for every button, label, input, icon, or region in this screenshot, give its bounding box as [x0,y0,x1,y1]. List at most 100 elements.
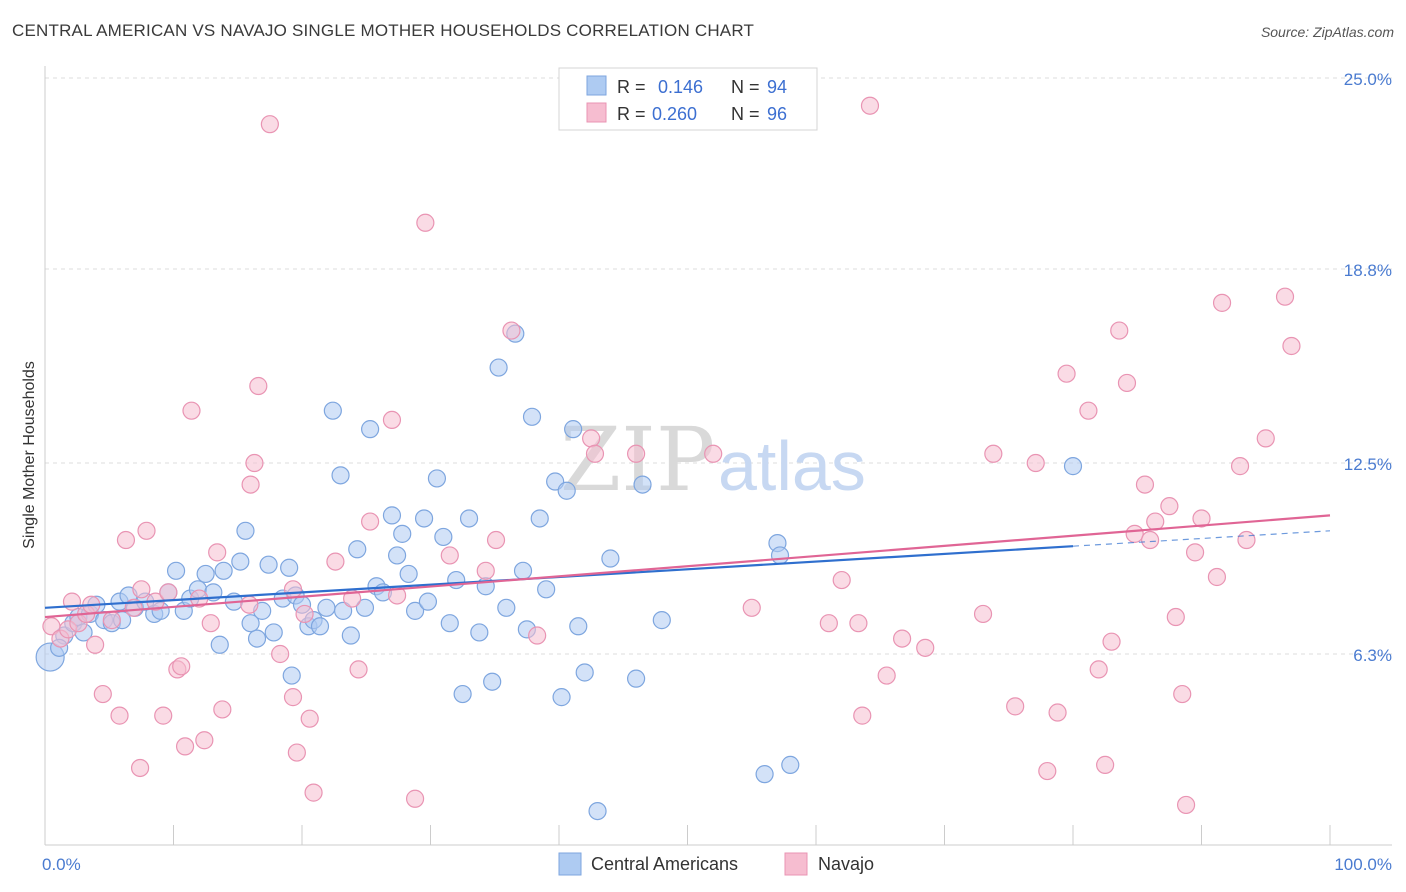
point-navajo [1089,660,1108,679]
point-central-americans [569,617,588,636]
point-navajo [1160,497,1179,516]
point-navajo [195,731,214,750]
point-navajo [182,401,201,420]
point-central-americans [241,614,260,633]
point-navajo [1096,755,1115,774]
point-central-americans [382,506,402,525]
point-navajo [271,644,290,664]
point-navajo [295,604,314,624]
point-navajo [585,444,605,463]
point-central-americans [770,546,790,565]
point-navajo [1176,795,1196,815]
point-central-americans [210,635,229,654]
point-navajo [1207,567,1227,587]
point-central-americans [755,765,774,784]
point-navajo [528,626,547,645]
point-navajo [1110,321,1129,340]
point-navajo [132,580,151,599]
point-central-americans [453,684,472,704]
y-tick-label: 12.5% [1344,455,1392,474]
point-navajo [1237,530,1256,550]
point-central-americans [236,521,255,540]
point-navajo [1079,401,1098,420]
point-central-americans [440,614,459,633]
point-central-americans [564,420,583,439]
point-central-americans [334,601,353,620]
legend-r-value-2: 0.260 [652,104,697,124]
point-navajo [110,706,129,725]
point-navajo [1146,512,1165,531]
y-tick-labels: 6.3% 12.5% 18.8% 25.0% [1344,70,1392,665]
series-navajo [42,96,1301,815]
point-navajo [582,429,601,448]
legend-n-value-1: 94 [767,77,787,97]
point-central-americans [393,524,412,543]
legend-swatch-pink [586,102,607,123]
legend-n-value-2: 96 [767,104,787,124]
point-navajo [102,611,121,630]
point-navajo [1282,336,1301,356]
point-central-americans [489,358,508,377]
point-navajo [626,444,646,463]
point-navajo [853,706,872,725]
point-central-americans [1063,457,1083,476]
point-navajo [502,321,521,340]
trend-lines [44,514,1331,619]
point-navajo [213,700,232,719]
y-tick-label: 6.3% [1353,646,1392,665]
point-central-americans [280,558,299,577]
point-navajo [241,475,260,494]
point-central-americans [575,663,594,682]
watermark-atlas: atlas [718,427,866,505]
point-central-americans [341,626,360,645]
point-central-americans [418,592,438,611]
point-central-americans [214,561,233,580]
point-navajo [361,512,380,531]
point-navajo [260,115,279,134]
point-central-americans [166,561,186,580]
point-navajo [860,96,880,115]
point-central-americans [323,401,342,420]
legend-central-americans-label: Central Americans [591,854,738,874]
point-central-americans [310,617,330,636]
point-navajo [819,614,838,633]
point-central-americans [282,666,301,685]
point-navajo [1275,287,1295,306]
legend-navajo-swatch [784,852,808,876]
point-central-americans [361,420,380,439]
point-navajo [973,604,993,624]
trend-navajo [44,514,1331,619]
point-central-americans [231,552,250,571]
point-navajo [249,376,268,396]
point-central-americans [530,509,549,528]
point-navajo [208,543,227,562]
source-credit: Source: ZipAtlas.com [1260,24,1394,40]
point-central-americans [317,598,336,617]
x-tick-labels: 0.0% 100.0% [42,855,1392,874]
point-navajo [159,583,178,602]
x-tick-label: 100.0% [1334,855,1392,874]
point-navajo [984,444,1003,463]
point-navajo [1212,293,1232,312]
point-navajo [137,521,156,540]
point-navajo [201,614,220,633]
point-central-americans [601,549,620,568]
legend-r-value-1: 0.146 [658,77,703,97]
point-navajo [349,660,368,679]
point-navajo [1185,543,1205,562]
point-navajo [300,709,319,728]
point-navajo [1166,607,1185,627]
point-navajo [86,635,105,654]
legend-swatch-blue [586,75,607,96]
point-navajo [892,629,912,648]
point-central-americans [781,755,800,774]
point-central-americans [497,598,516,617]
point-central-americans [626,669,646,688]
stats-legend: R = 0.146 N = 94 R = 0.260 N = 96 [558,67,818,131]
point-navajo [1026,453,1045,473]
trend-central-americans-extension [1072,530,1331,547]
point-navajo [304,783,323,802]
point-navajo [93,684,112,704]
legend-r-label-2: R = [617,104,646,124]
point-navajo [1192,509,1211,528]
